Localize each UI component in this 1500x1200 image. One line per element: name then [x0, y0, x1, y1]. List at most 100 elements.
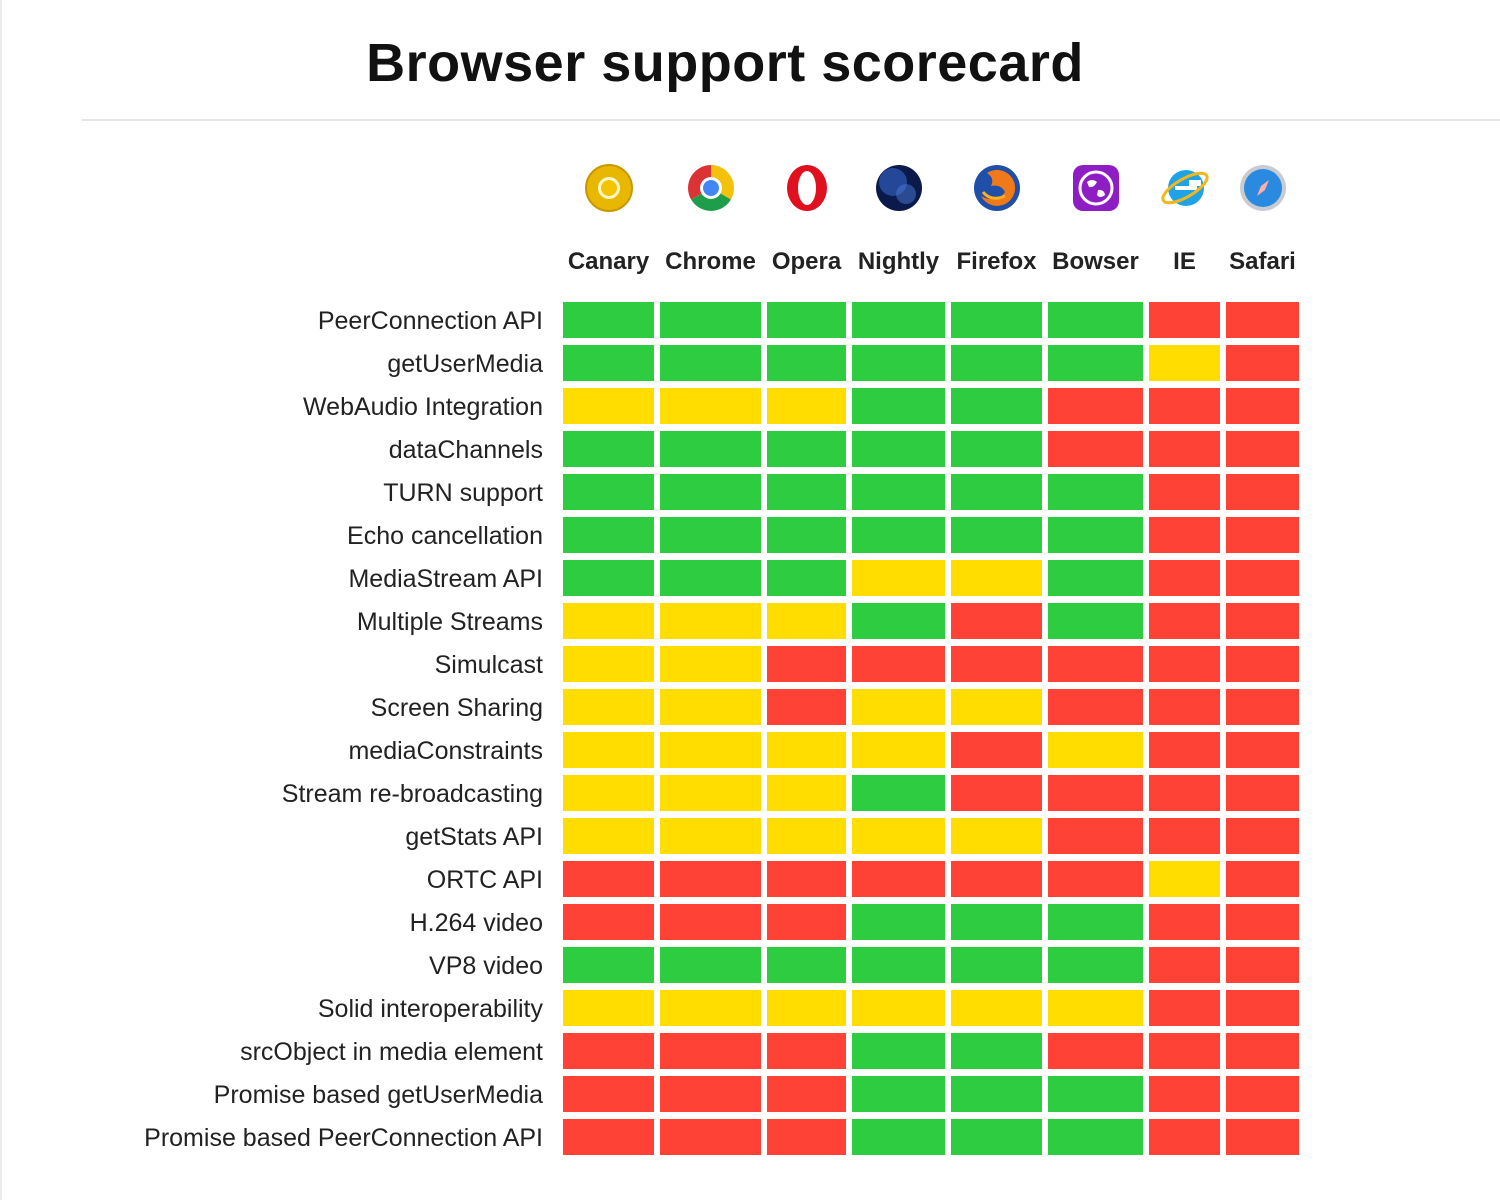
status-cell [951, 517, 1042, 553]
status-cell [563, 947, 654, 983]
status-cell [767, 818, 846, 854]
status-cell [767, 1119, 846, 1155]
status-cell [660, 1033, 761, 1069]
status-cell [1048, 1076, 1143, 1112]
row-label: PeerConnection API [317, 307, 543, 335]
status-cell [767, 861, 846, 897]
status-cell [563, 431, 654, 467]
status-cell [852, 1076, 945, 1112]
status-cell [1149, 818, 1220, 854]
status-cell [852, 818, 945, 854]
status-cell [563, 560, 654, 596]
status-cell [1048, 431, 1143, 467]
status-cell [767, 689, 846, 725]
status-cell [951, 1119, 1042, 1155]
status-cell [1048, 388, 1143, 424]
status-cell [951, 689, 1042, 725]
left-border [0, 0, 2, 1200]
status-cell [660, 775, 761, 811]
status-cell [852, 474, 945, 510]
status-cell [852, 904, 945, 940]
status-cell [767, 474, 846, 510]
status-cell [852, 517, 945, 553]
status-cell [563, 1119, 654, 1155]
column-label: Bowser [1052, 248, 1139, 275]
status-cell [660, 732, 761, 768]
status-cell [1048, 345, 1143, 381]
status-cell [767, 775, 846, 811]
row-label: Multiple Streams [356, 608, 543, 636]
status-cell [852, 947, 945, 983]
status-cell [767, 1033, 846, 1069]
canary-icon [583, 162, 635, 214]
status-cell [951, 560, 1042, 596]
status-cell [951, 818, 1042, 854]
row-label: MediaStream API [348, 565, 543, 593]
status-cell [1226, 775, 1299, 811]
status-cell [951, 990, 1042, 1026]
status-cell [563, 990, 654, 1026]
status-cell [660, 345, 761, 381]
status-cell [767, 345, 846, 381]
status-cell [1226, 990, 1299, 1026]
status-cell [1149, 474, 1220, 510]
status-cell [563, 388, 654, 424]
row-label: TURN support [383, 479, 543, 507]
status-cell [563, 904, 654, 940]
status-cell [951, 947, 1042, 983]
chart-title: Browser support scorecard [366, 33, 1084, 93]
status-cell [563, 775, 654, 811]
status-cell [1048, 560, 1143, 596]
status-cell [1149, 947, 1220, 983]
row-label: getUserMedia [387, 350, 543, 378]
firefox-icon [971, 162, 1023, 214]
status-cell [852, 646, 945, 682]
status-cell [563, 1076, 654, 1112]
column-label: Safari [1229, 248, 1296, 275]
status-cell [852, 302, 945, 338]
status-cell [563, 1033, 654, 1069]
status-cell [1226, 302, 1299, 338]
status-cell [951, 646, 1042, 682]
status-cell [1048, 689, 1143, 725]
status-cell [563, 818, 654, 854]
status-cell [1048, 603, 1143, 639]
status-cell [852, 732, 945, 768]
bowser-icon [1070, 162, 1122, 214]
status-cell [1226, 818, 1299, 854]
status-cell [1048, 1119, 1143, 1155]
status-cell [1226, 904, 1299, 940]
status-cell [767, 646, 846, 682]
status-cell [1226, 560, 1299, 596]
status-cell [951, 775, 1042, 811]
column-label: IE [1173, 248, 1196, 275]
row-label: VP8 video [429, 952, 543, 980]
status-cell [660, 990, 761, 1026]
status-cell [1149, 732, 1220, 768]
status-cell [1048, 861, 1143, 897]
column-label: Canary [567, 248, 650, 275]
row-label: Simulcast [434, 651, 543, 679]
status-cell [1149, 388, 1220, 424]
status-cell [1048, 646, 1143, 682]
status-cell [852, 603, 945, 639]
status-cell [1149, 302, 1220, 338]
status-cell [951, 861, 1042, 897]
status-cell [1048, 517, 1143, 553]
status-cell [1149, 775, 1220, 811]
column-label: Nightly [857, 248, 940, 275]
row-label: Screen Sharing [370, 694, 543, 722]
status-cell [1149, 560, 1220, 596]
nightly-icon [873, 162, 925, 214]
status-cell [1226, 474, 1299, 510]
status-cell [1149, 431, 1220, 467]
status-cell [767, 431, 846, 467]
status-cell [767, 947, 846, 983]
status-cell [1149, 517, 1220, 553]
row-label: srcObject in media element [240, 1038, 543, 1066]
status-cell [1226, 732, 1299, 768]
status-cell [951, 603, 1042, 639]
status-cell [1226, 431, 1299, 467]
ie-icon [1159, 162, 1211, 214]
status-cell [1226, 517, 1299, 553]
